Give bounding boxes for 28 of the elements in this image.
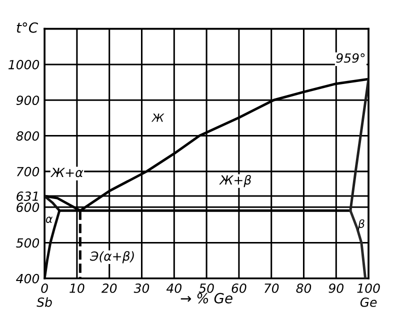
x-tick-label: 20 [101,283,117,293]
x-tick-label: 70 [264,283,279,293]
y-tick-label: 800 [16,131,40,141]
x-tick-label: 100 Ge [357,283,380,307]
annotation: α [46,216,53,223]
y-tick-label: 1000 [8,60,40,70]
annotation: Э(α+β) [90,251,134,264]
x-tick-label: 90 [328,283,344,293]
x-tick-label: 10 [70,283,84,293]
x-tick-label: 0 Sb [36,283,52,307]
y-tick-label: 600 [16,202,40,212]
x-tick-label: 40 [166,283,182,293]
x-tick-label: 50 [198,283,214,293]
annotation: Ж [151,114,164,122]
x-tick-label: 80 [296,283,312,293]
y-tick-label: 700 [16,166,40,176]
y-tick-label: 400 [16,274,40,284]
y-axis-title: t°C [16,22,38,33]
annotation: Ж+β [219,174,251,188]
y-tick-label: 900 [16,96,40,106]
y-tick-label: 631 [16,192,38,201]
x-tick-label: 30 [134,283,150,293]
y-tick-label: 500 [16,238,40,248]
x-tick-label: 60 [232,283,246,293]
x-axis-title: → % Ge [180,292,232,304]
annotation: 959° [336,53,365,63]
annotation: β [358,219,364,230]
annotation: Ж+α [50,168,84,178]
